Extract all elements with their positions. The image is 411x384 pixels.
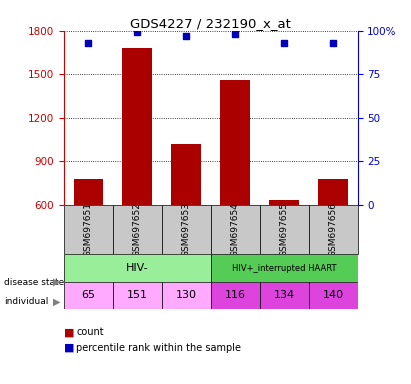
Text: ▶: ▶ <box>53 277 60 287</box>
Bar <box>122 48 152 205</box>
Bar <box>319 179 348 205</box>
FancyBboxPatch shape <box>162 205 211 255</box>
FancyBboxPatch shape <box>162 282 211 309</box>
FancyBboxPatch shape <box>260 282 309 309</box>
Text: 151: 151 <box>127 290 148 300</box>
Point <box>183 33 189 39</box>
Bar <box>220 80 250 205</box>
Text: GSM697654: GSM697654 <box>231 202 240 257</box>
Point <box>85 40 92 46</box>
FancyBboxPatch shape <box>113 282 162 309</box>
FancyBboxPatch shape <box>211 205 260 255</box>
Point <box>232 31 238 37</box>
Title: GDS4227 / 232190_x_at: GDS4227 / 232190_x_at <box>130 17 291 30</box>
Text: ■: ■ <box>64 327 74 337</box>
Text: GSM697655: GSM697655 <box>279 202 289 257</box>
Point <box>281 40 287 46</box>
Text: 130: 130 <box>175 290 196 300</box>
FancyBboxPatch shape <box>309 282 358 309</box>
Text: GSM697653: GSM697653 <box>182 202 191 257</box>
Bar <box>270 200 299 205</box>
Text: GSM697651: GSM697651 <box>84 202 93 257</box>
Text: HIV+_interrupted HAART: HIV+_interrupted HAART <box>232 263 336 273</box>
Text: percentile rank within the sample: percentile rank within the sample <box>76 343 241 353</box>
Text: GSM697656: GSM697656 <box>328 202 337 257</box>
FancyBboxPatch shape <box>260 205 309 255</box>
Text: disease state: disease state <box>4 278 65 287</box>
Text: HIV-: HIV- <box>126 263 148 273</box>
Text: count: count <box>76 327 104 337</box>
Point <box>134 30 141 36</box>
Text: individual: individual <box>4 297 48 306</box>
Text: 116: 116 <box>225 290 246 300</box>
Point <box>330 40 336 46</box>
FancyBboxPatch shape <box>113 205 162 255</box>
Text: 140: 140 <box>323 290 344 300</box>
FancyBboxPatch shape <box>309 205 358 255</box>
Text: 134: 134 <box>274 290 295 300</box>
Text: ▶: ▶ <box>53 296 60 306</box>
Text: GSM697652: GSM697652 <box>133 202 142 257</box>
Bar <box>171 144 201 205</box>
Text: 65: 65 <box>81 290 95 300</box>
FancyBboxPatch shape <box>64 255 211 282</box>
Text: ■: ■ <box>64 343 74 353</box>
Bar <box>74 179 103 205</box>
FancyBboxPatch shape <box>64 282 113 309</box>
FancyBboxPatch shape <box>211 255 358 282</box>
FancyBboxPatch shape <box>64 205 113 255</box>
FancyBboxPatch shape <box>211 282 260 309</box>
